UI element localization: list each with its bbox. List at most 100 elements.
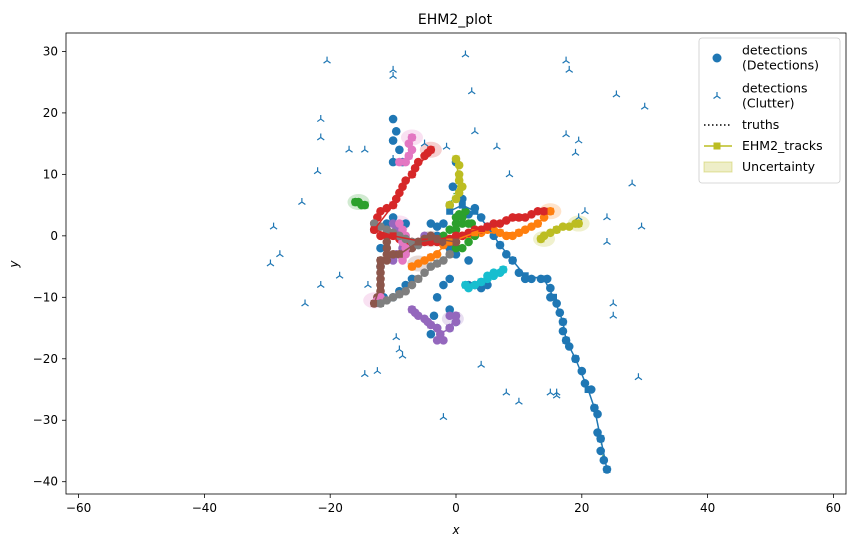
track-marker (408, 133, 416, 141)
clutter-point (609, 311, 618, 319)
track-marker (446, 201, 454, 209)
clutter-point (316, 115, 325, 123)
detection-point (439, 280, 448, 290)
detection-point (395, 145, 404, 155)
track-marker (389, 201, 397, 209)
y-tick-label: −30 (33, 413, 58, 427)
clutter-point (562, 56, 570, 64)
clutter-point (398, 351, 407, 359)
y-tick-label: −10 (33, 290, 58, 304)
clutter-point (628, 179, 636, 187)
track-marker (550, 293, 557, 301)
detection-point (464, 237, 473, 247)
track-marker (499, 266, 507, 274)
detection-point (451, 249, 461, 259)
plot-area (266, 50, 649, 474)
plot-marks (266, 50, 649, 474)
clutter-point (316, 133, 325, 141)
clutter-point (581, 207, 589, 215)
legend-uncertainty-patch (703, 161, 733, 173)
track-marker (427, 253, 435, 261)
track-marker (461, 281, 469, 289)
clutter-point (316, 281, 325, 289)
y-axis-ticks: −40 −30 −20 −10 0 10 20 30 (33, 44, 66, 489)
clutter-point (335, 271, 344, 279)
track-marker (370, 226, 378, 234)
clutter-point (313, 167, 322, 175)
detection-point (391, 127, 401, 136)
legend-label: Uncertainty (742, 159, 816, 174)
clutter-point (360, 145, 369, 153)
track-marker (455, 177, 463, 185)
clutter-point (640, 102, 649, 110)
detection-point (457, 243, 467, 253)
detection-point (439, 336, 448, 345)
detection-point (388, 157, 398, 167)
clutter-point (364, 281, 372, 289)
clutter-point (603, 213, 611, 221)
clutter-point (477, 360, 486, 368)
clutter-point (323, 56, 331, 64)
y-tick-label: 10 (43, 167, 58, 181)
detection-point (388, 114, 398, 124)
clutter-point (502, 388, 511, 396)
clutter-point (552, 388, 561, 396)
legend-box (698, 37, 841, 184)
track-marker (553, 226, 561, 234)
track-line (449, 204, 608, 470)
track-marker (540, 207, 548, 215)
track-marker (534, 220, 542, 228)
detection-point (445, 274, 455, 284)
track-line (372, 149, 545, 243)
track-marker (351, 198, 359, 206)
track-marker (408, 306, 416, 314)
legend-label: (Detections) (742, 58, 819, 73)
clutter-point (420, 139, 429, 147)
clutter-point (637, 222, 646, 230)
clutter-point (301, 299, 309, 307)
detection-point (445, 305, 455, 314)
detection-point (382, 243, 392, 253)
clutter-point (515, 397, 523, 405)
detection-point (376, 243, 385, 253)
track-marker (452, 312, 460, 320)
detection-point (429, 311, 439, 321)
clutter-point (574, 136, 583, 144)
legend-label: detections (742, 81, 808, 96)
x-tick-label: 60 (826, 501, 841, 515)
track-marker (414, 238, 422, 246)
clutter-point (493, 142, 501, 150)
detection-point (432, 293, 442, 302)
detection-point (376, 231, 385, 241)
track-marker (395, 158, 403, 166)
detection-point (398, 256, 407, 265)
track-marker (405, 152, 413, 160)
track-marker (496, 241, 504, 249)
detection-point (502, 231, 511, 241)
track-marker (446, 238, 454, 246)
track-marker (559, 318, 567, 326)
detection-point (401, 243, 410, 253)
detection-point (558, 326, 568, 336)
track-marker (537, 235, 545, 243)
clutter-point (439, 413, 448, 421)
clutter-point (392, 333, 401, 341)
clutter-point (603, 237, 611, 245)
clutter-point (266, 259, 275, 267)
clutter-point (345, 145, 353, 153)
detection-point (439, 256, 448, 265)
clutter-point (395, 345, 404, 353)
legend-clutter-marker (713, 92, 721, 99)
detection-point (451, 219, 461, 228)
clutter-point (612, 90, 621, 98)
detection-point (464, 256, 473, 265)
track-marker (361, 201, 369, 209)
track-marker (471, 207, 479, 215)
detection-point (454, 170, 464, 179)
detection-point (448, 182, 458, 191)
clutter-point (389, 72, 397, 80)
track-marker (370, 299, 378, 307)
x-axis-ticks: −60 −40 −20 0 20 40 60 (66, 494, 841, 515)
detection-point (388, 213, 398, 222)
detection-point (451, 225, 461, 234)
